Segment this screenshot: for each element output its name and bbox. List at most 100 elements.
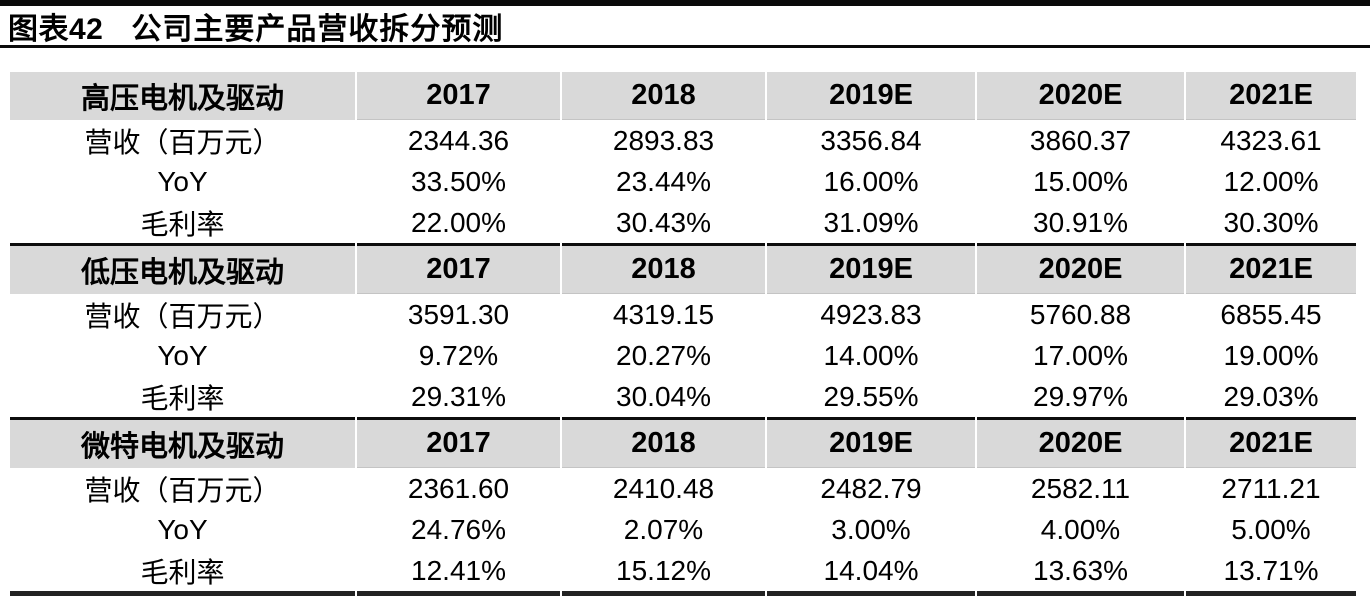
year-header-cell: 2020E	[977, 72, 1184, 120]
value-cell: 5.00%	[1231, 513, 1311, 545]
value-cell: 17.00%	[1033, 339, 1128, 371]
year-header-cell: 2019E	[767, 72, 975, 120]
row-label-cell: 毛利率	[140, 208, 225, 240]
value-cell: 29.97%	[1033, 380, 1128, 412]
value-cell: 14.04%	[823, 554, 919, 586]
value-cell: 5760.88	[1029, 298, 1132, 330]
divider-segment	[357, 417, 560, 420]
value-cell: 31.09%	[823, 206, 919, 238]
divider-segment	[10, 417, 355, 420]
section-header-row: 低压电机及驱动 2017 2018 2019E 2020E 2021E	[10, 246, 1356, 294]
value-cell: 6855.45	[1220, 298, 1322, 330]
year-header-cell: 2020E	[977, 246, 1184, 294]
value-cell: 30.04%	[616, 380, 711, 412]
divider-segment	[977, 417, 1184, 420]
row-label-cell: 营收（百万元）	[84, 126, 281, 158]
section-name-cell: 低压电机及驱动	[10, 246, 355, 294]
bottom-rule-segment	[767, 591, 975, 596]
section-divider	[10, 243, 1356, 246]
value-cell: 22.00%	[411, 206, 506, 238]
table-row: YoY 24.76% 2.07% 3.00% 4.00% 5.00%	[10, 509, 1356, 550]
value-cell: 29.55%	[823, 380, 919, 412]
bottom-rule-segment	[1186, 591, 1356, 596]
year-header-cell: 2017	[357, 72, 560, 120]
figure-label: 图表42	[8, 12, 104, 46]
value-cell: 3.00%	[831, 513, 911, 545]
row-label-cell: 营收（百万元）	[84, 300, 281, 332]
table-bottom-rule	[10, 591, 1356, 596]
row-label-cell: 毛利率	[140, 382, 225, 414]
value-cell: 13.71%	[1223, 554, 1319, 586]
divider-segment	[1186, 243, 1356, 246]
value-cell: 14.00%	[823, 339, 919, 371]
value-cell: 30.30%	[1223, 206, 1319, 238]
section-name-cell: 高压电机及驱动	[10, 72, 355, 120]
figure-title: 公司主要产品营收拆分预测	[131, 12, 504, 46]
bottom-rule-segment	[10, 591, 355, 596]
year-header-cell: 2019E	[767, 246, 975, 294]
value-cell: 2361.60	[407, 472, 510, 504]
row-label-cell: YoY	[157, 339, 208, 371]
value-cell: 2582.11	[1030, 472, 1131, 504]
year-header-cell: 2018	[562, 420, 765, 468]
value-cell: 24.76%	[411, 513, 506, 545]
year-header-cell: 2018	[562, 72, 765, 120]
year-header-cell: 2019E	[767, 420, 975, 468]
value-cell: 19.00%	[1223, 339, 1319, 371]
divider-segment	[10, 243, 355, 246]
value-cell: 9.72%	[418, 339, 499, 371]
value-cell: 13.63%	[1033, 554, 1128, 586]
forecast-table: 高压电机及驱动 2017 2018 2019E 2020E 2021E 营收（百万元） 234…	[10, 72, 1356, 596]
value-cell: 15.12%	[616, 554, 711, 586]
row-label-cell: 营收（百万元）	[84, 474, 281, 506]
divider-segment	[767, 243, 975, 246]
top-rule	[0, 0, 1370, 6]
year-header-cell: 2021E	[1186, 420, 1356, 468]
value-cell: 29.03%	[1223, 380, 1319, 412]
divider-segment	[357, 243, 560, 246]
bottom-rule-segment	[977, 591, 1184, 596]
value-cell: 16.00%	[823, 165, 919, 197]
value-cell: 2711.21	[1221, 472, 1321, 504]
row-label-cell: YoY	[157, 165, 208, 197]
value-cell: 20.27%	[616, 339, 711, 371]
value-cell: 2482.79	[820, 472, 922, 504]
row-label-cell: 毛利率	[140, 556, 225, 588]
section-name-cell: 微特电机及驱动	[10, 420, 355, 468]
value-cell: 15.00%	[1033, 165, 1128, 197]
value-cell: 3860.37	[1029, 124, 1132, 156]
divider-segment	[562, 243, 765, 246]
divider-segment	[767, 417, 975, 420]
value-cell: 3591.30	[407, 298, 510, 330]
value-cell: 4323.61	[1220, 124, 1322, 156]
value-cell: 2344.36	[407, 124, 510, 156]
value-cell: 4.00%	[1040, 513, 1121, 545]
table-row: YoY 33.50% 23.44% 16.00% 15.00% 12.00%	[10, 161, 1356, 202]
value-cell: 29.31%	[411, 380, 506, 412]
section-divider	[10, 417, 1356, 420]
value-cell: 3356.84	[820, 124, 922, 156]
value-cell: 12.41%	[411, 554, 506, 586]
divider-segment	[562, 417, 765, 420]
value-cell: 2893.83	[612, 124, 715, 156]
value-cell: 4319.15	[612, 298, 715, 330]
value-cell: 30.43%	[616, 206, 711, 238]
value-cell: 2410.48	[612, 472, 715, 504]
divider-segment	[1186, 417, 1356, 420]
table-row: 营收（百万元） 3591.30 4319.15 4923.83 5760.88 6855.…	[10, 294, 1356, 335]
section-header-row: 微特电机及驱动 2017 2018 2019E 2020E 2021E	[10, 420, 1356, 468]
value-cell: 23.44%	[616, 165, 711, 197]
bottom-rule-segment	[562, 591, 765, 596]
table-row: YoY 9.72% 20.27% 14.00% 17.00% 19.00%	[10, 335, 1356, 376]
value-cell: 33.50%	[411, 165, 506, 197]
caption-underline	[0, 45, 1370, 48]
year-header-cell: 2017	[357, 246, 560, 294]
year-header-cell: 2020E	[977, 420, 1184, 468]
table-row: 毛利率 12.41% 15.12% 14.04% 13.63% 13.71%	[10, 550, 1356, 591]
value-cell: 12.00%	[1223, 165, 1319, 197]
value-cell: 30.91%	[1033, 206, 1128, 238]
table-row: 营收（百万元） 2361.60 2410.48 2482.79 2582.11 2711.…	[10, 468, 1356, 509]
bottom-rule-segment	[357, 591, 560, 596]
divider-segment	[977, 243, 1184, 246]
table-row: 营收（百万元） 2344.36 2893.83 3356.84 3860.37 4323.…	[10, 120, 1356, 161]
